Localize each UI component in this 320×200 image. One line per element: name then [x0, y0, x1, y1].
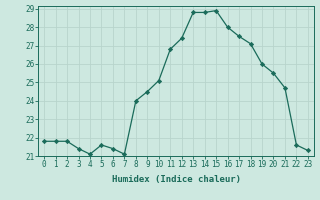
X-axis label: Humidex (Indice chaleur): Humidex (Indice chaleur): [111, 175, 241, 184]
